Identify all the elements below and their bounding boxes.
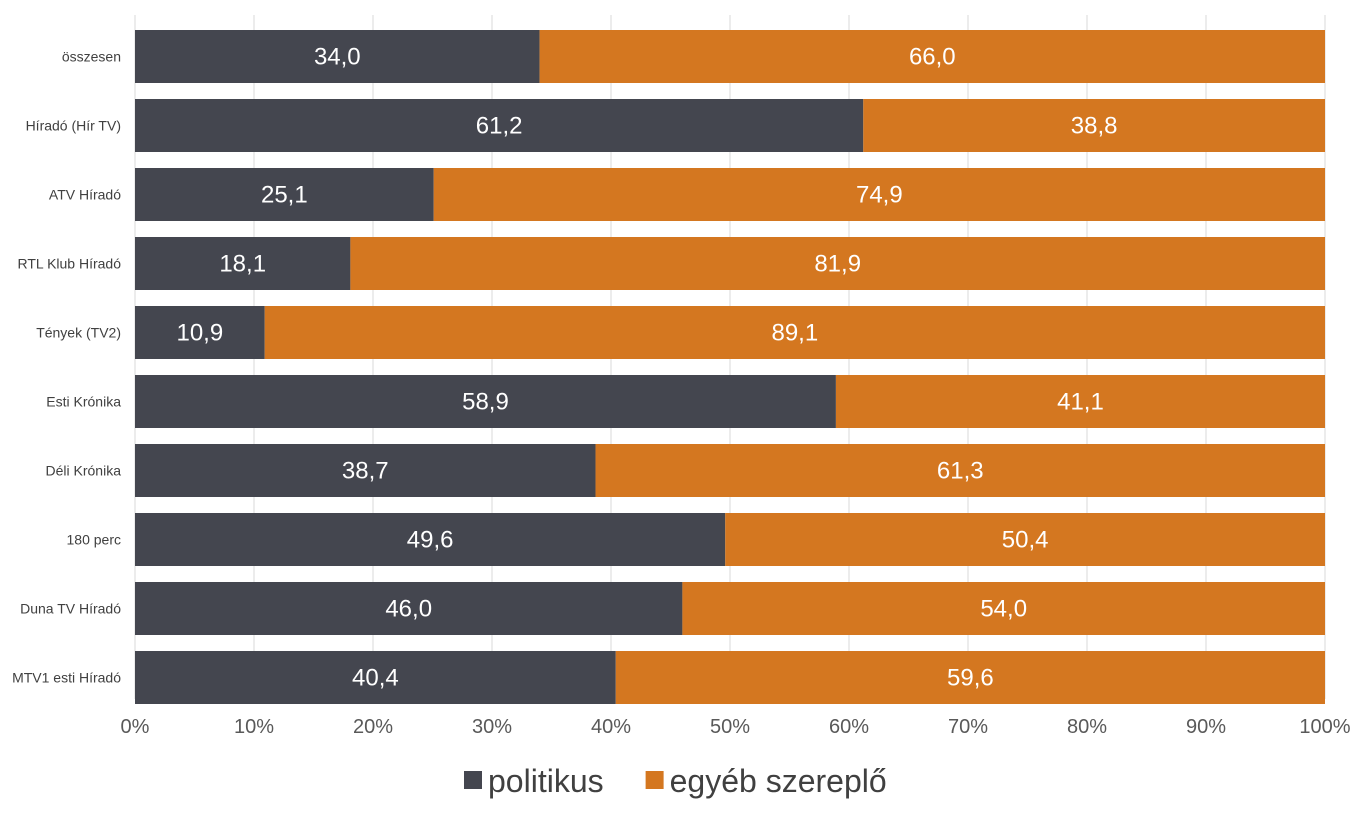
bar-politikus: [135, 444, 596, 497]
bar-politikus: [135, 375, 836, 428]
bar-politikus: [135, 168, 434, 221]
x-tick-label: 30%: [472, 716, 512, 738]
category-label: Esti Krónika: [46, 394, 121, 410]
category-label: összesen: [62, 49, 121, 65]
category-label: RTL Klub Híradó: [18, 256, 122, 272]
bar-egyeb-szereplo: [350, 237, 1325, 290]
category-label: 180 perc: [67, 532, 121, 548]
data-label: 18,1: [219, 251, 266, 278]
data-label: 38,8: [1071, 113, 1118, 140]
bar-egyeb-szereplo: [433, 168, 1325, 221]
legend-swatch: [464, 771, 482, 789]
data-label: 41,1: [1057, 389, 1104, 416]
x-tick-label: 90%: [1186, 716, 1226, 738]
bar-egyeb-szereplo: [863, 99, 1325, 152]
x-tick-label: 70%: [948, 716, 988, 738]
bar-egyeb-szereplo: [682, 582, 1325, 635]
data-label: 10,9: [176, 320, 223, 347]
category-label: Déli Krónika: [46, 463, 122, 479]
bar-egyeb-szereplo: [725, 513, 1325, 566]
data-label: 49,6: [407, 527, 454, 554]
data-label: 61,2: [476, 113, 523, 140]
data-label: 40,4: [352, 665, 399, 692]
category-label: Híradó (Hír TV): [26, 118, 121, 134]
bar-egyeb-szereplo: [539, 30, 1325, 83]
data-label: 50,4: [1002, 527, 1049, 554]
x-tick-label: 50%: [710, 716, 750, 738]
data-label: 74,9: [856, 182, 903, 209]
data-label: 25,1: [261, 182, 308, 209]
category-labels: összesen Híradó (Hír TV) ATV Híradó RTL Klu…: [12, 49, 121, 686]
bar-politikus: [135, 30, 540, 83]
x-tick-label: 40%: [591, 716, 631, 738]
x-tick-label: 100%: [1299, 716, 1350, 738]
data-label: 58,9: [462, 389, 509, 416]
bar-politikus: [135, 99, 864, 152]
bar-egyeb-szereplo: [615, 651, 1325, 704]
bars: 34,0 66,0 61,2 38,8 25,1 74,9 18,1 81,9 10,9 89,1…: [135, 30, 1326, 704]
category-label: MTV1 esti Híradó: [12, 670, 121, 686]
bar-politikus: [135, 237, 351, 290]
data-label: 89,1: [771, 320, 818, 347]
data-label: 81,9: [814, 251, 861, 278]
data-label: 34,0: [314, 44, 361, 71]
legend: politikus egyéb szereplő: [464, 763, 887, 799]
category-label: Tények (TV2): [36, 325, 121, 341]
category-label: ATV Híradó: [49, 187, 121, 203]
x-tick-label: 10%: [234, 716, 274, 738]
x-tick-labels: 0% 10% 20% 30% 40% 50% 60% 70% 80% 90% 100%: [121, 716, 1351, 738]
data-label: 61,3: [937, 458, 984, 485]
bar-egyeb-szereplo: [595, 444, 1325, 497]
x-tick-label: 20%: [353, 716, 393, 738]
bar-politikus: [135, 582, 683, 635]
x-tick-label: 80%: [1067, 716, 1107, 738]
data-label: 66,0: [909, 44, 956, 71]
bar-politikus: [135, 306, 265, 359]
x-tick-label: 60%: [829, 716, 869, 738]
legend-label: egyéb szereplő: [670, 763, 887, 799]
bar-politikus: [135, 651, 616, 704]
legend-label: politikus: [488, 763, 604, 799]
x-tick-label: 0%: [121, 716, 150, 738]
data-label: 38,7: [342, 458, 389, 485]
bar-politikus: [135, 513, 726, 566]
bar-egyeb-szereplo: [835, 375, 1325, 428]
bar-egyeb-szereplo: [264, 306, 1326, 359]
category-label: Duna TV Híradó: [20, 601, 121, 617]
data-label: 54,0: [980, 596, 1027, 623]
legend-swatch: [645, 771, 664, 789]
data-label: 46,0: [385, 596, 432, 623]
data-label: 59,6: [947, 665, 994, 692]
